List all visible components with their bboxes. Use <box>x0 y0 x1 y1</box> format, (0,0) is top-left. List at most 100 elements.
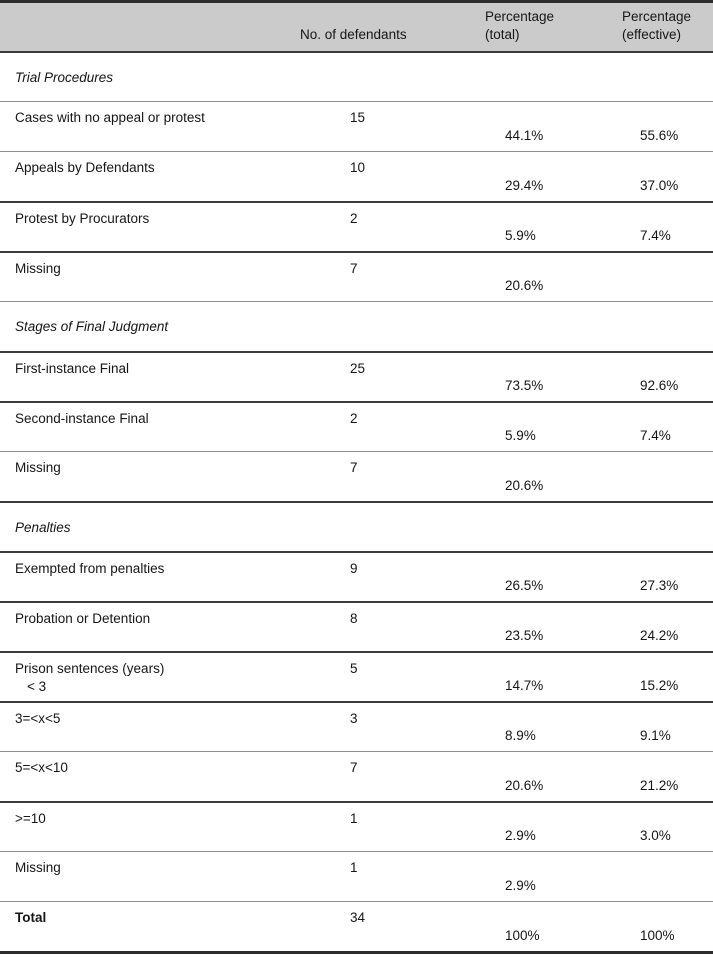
section-row: Stages of Final Judgment <box>0 301 713 351</box>
section-row: Penalties <box>0 501 713 551</box>
table-row: Missing 7 20.6% <box>0 451 713 501</box>
row-label-cell: 5=<x<10 <box>0 752 300 801</box>
header-empty-cell <box>0 44 300 51</box>
row-label-cell: Total <box>0 902 300 951</box>
header-percentage-total-line2: (total) <box>485 27 520 42</box>
pct-total-value: 23.5% <box>505 628 544 643</box>
table-row: 3=<x<5 3 8.9% 9.1% <box>0 701 713 751</box>
row-label-cell: Appeals by Defendants <box>0 152 300 201</box>
row-label-cell: Missing <box>0 253 300 301</box>
table-row: Second-instance Final 2 5.9% 7.4% <box>0 401 713 451</box>
pct-effective-value: 37.0% <box>640 178 679 193</box>
header-percentage-effective-line1: Percentage <box>622 9 692 24</box>
defendants-count: 1 <box>350 860 358 875</box>
row-label-cell: Missing <box>0 852 300 901</box>
defendants-count: 5 <box>350 661 358 676</box>
row-label: Probation or Detention <box>15 611 151 626</box>
pct-effective-value: 9.1% <box>640 728 671 743</box>
defendants-count: 1 <box>350 811 358 826</box>
row-label-cell: Protest by Procurators <box>0 203 300 251</box>
row-label: Total <box>15 910 47 925</box>
table-row: Prison sentences (years) < 3 5 14.7% 15.2% <box>0 651 713 701</box>
pct-effective-value <box>622 294 713 301</box>
pct-total-value: 73.5% <box>505 378 544 393</box>
row-label-cell: Missing <box>0 452 300 501</box>
row-label: Missing <box>15 860 61 875</box>
row-label: Missing <box>15 460 61 475</box>
row-label: First-instance Final <box>15 361 130 376</box>
pct-total-value: 44.1% <box>505 128 544 143</box>
row-label-cell: 3=<x<5 <box>0 703 300 751</box>
pct-total-value: 29.4% <box>505 178 544 193</box>
row-label: Exempted from penalties <box>15 561 165 576</box>
pct-effective-value <box>622 894 713 901</box>
defendants-count: 15 <box>350 110 366 125</box>
header-no-of-defendants: No. of defendants <box>300 27 407 42</box>
defendants-count: 7 <box>350 261 358 276</box>
pct-total-value: 2.9% <box>505 878 536 893</box>
table-row: Probation or Detention 8 23.5% 24.2% <box>0 601 713 651</box>
row-sublabel: < 3 <box>27 679 47 694</box>
pct-effective-value: 3.0% <box>640 828 671 843</box>
defendants-count: 3 <box>350 711 358 726</box>
table-row: Missing 7 20.6% <box>0 251 713 301</box>
defendants-count: 10 <box>350 160 366 175</box>
table-row: Appeals by Defendants 10 29.4% 37.0% <box>0 151 713 201</box>
row-label-cell: Second-instance Final <box>0 403 300 451</box>
table-row: Total 34 100% 100% <box>0 901 713 951</box>
row-label-cell: Probation or Detention <box>0 603 300 651</box>
table-body: Trial Procedures Cases with no appeal or … <box>0 51 713 951</box>
pct-effective-value: 21.2% <box>640 778 679 793</box>
header-percentage-effective-line2: (effective) <box>622 27 682 42</box>
pct-effective-value: 27.3% <box>640 578 679 593</box>
pct-effective-value: 15.2% <box>640 678 679 693</box>
table-row: First-instance Final 25 73.5% 92.6% <box>0 351 713 401</box>
pct-total-value: 100% <box>505 928 540 943</box>
section-title: Stages of Final Judgment <box>15 319 169 334</box>
defendants-count: 2 <box>350 411 358 426</box>
table-row: 5=<x<10 7 20.6% 21.2% <box>0 751 713 801</box>
row-label-cell: Cases with no appeal or protest <box>0 102 300 151</box>
row-label: 5=<x<10 <box>15 760 68 775</box>
row-label-cell: First-instance Final <box>0 353 300 401</box>
header-percentage-total: Percentage (total) <box>485 8 622 51</box>
row-label: >=10 <box>15 811 46 826</box>
pct-effective-value: 7.4% <box>640 428 671 443</box>
pct-effective-value: 55.6% <box>640 128 679 143</box>
defendants-count: 34 <box>350 910 366 925</box>
pct-total-value: 20.6% <box>505 778 544 793</box>
defendants-count: 8 <box>350 611 358 626</box>
table-row: Cases with no appeal or protest 15 44.1% 55… <box>0 101 713 151</box>
row-label-cell: Prison sentences (years) < 3 <box>0 653 300 701</box>
row-label: Cases with no appeal or protest <box>15 110 205 125</box>
defendants-count: 25 <box>350 361 366 376</box>
header-percentage-total-line1: Percentage <box>485 9 555 24</box>
defendants-count: 2 <box>350 211 358 226</box>
section-title: Penalties <box>15 519 71 535</box>
pct-effective-value: 24.2% <box>640 628 679 643</box>
table-row: >=10 1 2.9% 3.0% <box>0 801 713 851</box>
row-label: 3=<x<5 <box>15 711 61 726</box>
pct-effective-value <box>622 494 713 501</box>
row-label: Second-instance Final <box>15 411 149 426</box>
header-percentage-effective: Percentage (effective) <box>622 8 713 51</box>
defendants-count: 7 <box>350 760 358 775</box>
defendants-count: 7 <box>350 460 358 475</box>
row-label-cell: Exempted from penalties <box>0 553 300 601</box>
row-label: Appeals by Defendants <box>15 160 155 175</box>
pct-total-value: 26.5% <box>505 578 544 593</box>
pct-total-value: 14.7% <box>505 678 544 693</box>
pct-total-value: 8.9% <box>505 728 536 743</box>
row-label-cell: >=10 <box>0 803 300 851</box>
defendants-count: 9 <box>350 561 358 576</box>
section-row: Trial Procedures <box>0 51 713 101</box>
table-row: Protest by Procurators 2 5.9% 7.4% <box>0 201 713 251</box>
pct-total-value: 5.9% <box>505 428 536 443</box>
pct-effective-value: 7.4% <box>640 228 671 243</box>
row-label: Missing <box>15 261 61 276</box>
pct-total-value: 20.6% <box>505 278 544 293</box>
section-title: Trial Procedures <box>15 69 114 85</box>
header-row: No. of defendants Percentage (total) Per… <box>0 3 713 51</box>
